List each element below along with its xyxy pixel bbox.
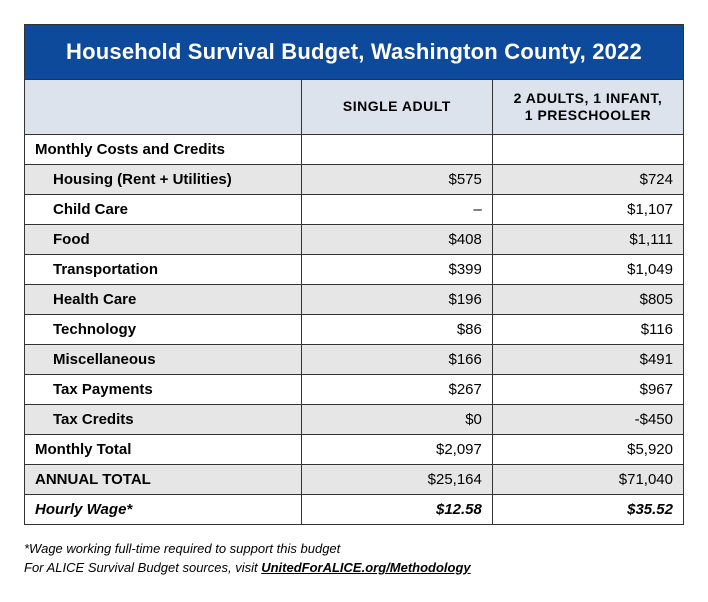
row-value: –	[301, 194, 492, 224]
section-header: Monthly Costs and Credits	[25, 134, 302, 164]
methodology-link[interactable]: UnitedForALICE.org/Methodology	[261, 560, 470, 575]
cell-blank	[492, 134, 683, 164]
row-label: Tax Credits	[25, 404, 302, 434]
row-value: $805	[492, 284, 683, 314]
row-value: $0	[301, 404, 492, 434]
footnote-source: For ALICE Survival Budget sources, visit…	[24, 558, 684, 578]
row-value: $71,040	[492, 464, 683, 494]
col-header-single: SINGLE ADULT	[301, 80, 492, 135]
table-title: Household Survival Budget, Washington Co…	[24, 24, 684, 79]
row-value: $267	[301, 374, 492, 404]
row-label: Health Care	[25, 284, 302, 314]
row-value: $1,107	[492, 194, 683, 224]
row-value: $967	[492, 374, 683, 404]
cell-blank	[301, 134, 492, 164]
row-value: $86	[301, 314, 492, 344]
row-value: -$450	[492, 404, 683, 434]
row-value: $5,920	[492, 434, 683, 464]
col-header-family: 2 ADULTS, 1 INFANT, 1 PRESCHOOLER	[492, 80, 683, 135]
row-value: $116	[492, 314, 683, 344]
col-header-family-line1: 2 ADULTS, 1 INFANT,	[514, 90, 663, 106]
footnote-wage: *Wage working full-time required to supp…	[24, 539, 684, 559]
row-value: $491	[492, 344, 683, 374]
row-label: Tax Payments	[25, 374, 302, 404]
footnotes: *Wage working full-time required to supp…	[24, 539, 684, 578]
row-label: Food	[25, 224, 302, 254]
row-value: $166	[301, 344, 492, 374]
row-label: Transportation	[25, 254, 302, 284]
row-value: $1,111	[492, 224, 683, 254]
budget-table-container: Household Survival Budget, Washington Co…	[24, 24, 684, 578]
row-label-annual-total: ANNUAL TOTAL	[25, 464, 302, 494]
row-label: Child Care	[25, 194, 302, 224]
row-label: Miscellaneous	[25, 344, 302, 374]
row-label-hourly-wage: Hourly Wage*	[25, 494, 302, 524]
row-value: $12.58	[301, 494, 492, 524]
row-value: $399	[301, 254, 492, 284]
row-value: $196	[301, 284, 492, 314]
col-header-family-line2: 1 PRESCHOOLER	[525, 107, 651, 123]
row-value: $724	[492, 164, 683, 194]
row-value: $1,049	[492, 254, 683, 284]
row-value: $2,097	[301, 434, 492, 464]
row-value: $35.52	[492, 494, 683, 524]
row-value: $408	[301, 224, 492, 254]
row-label-monthly-total: Monthly Total	[25, 434, 302, 464]
budget-table: SINGLE ADULT 2 ADULTS, 1 INFANT, 1 PRESC…	[24, 79, 684, 525]
footnote-source-prefix: For ALICE Survival Budget sources, visit	[24, 560, 261, 575]
row-label: Housing (Rent + Utilities)	[25, 164, 302, 194]
row-value: $25,164	[301, 464, 492, 494]
row-label: Technology	[25, 314, 302, 344]
col-header-blank	[25, 80, 302, 135]
row-value: $575	[301, 164, 492, 194]
